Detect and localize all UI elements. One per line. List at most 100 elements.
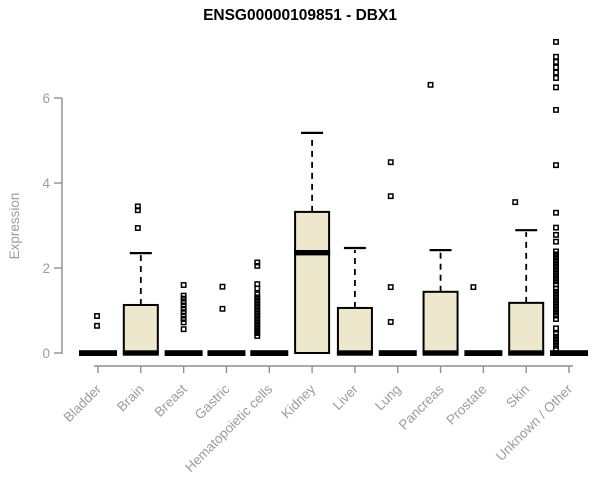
outlier-point xyxy=(180,282,187,288)
outlier-point xyxy=(254,330,261,336)
boxplot-box xyxy=(508,301,545,355)
outlier-point xyxy=(180,312,187,319)
outlier-point xyxy=(553,266,559,273)
outlier-point xyxy=(180,292,187,299)
outlier-point xyxy=(553,38,559,45)
outlier-point xyxy=(254,297,261,304)
x-axis-label: Skin xyxy=(503,382,532,411)
boxplot-box xyxy=(422,290,459,354)
y-axis-tick-label: 2 xyxy=(42,261,50,276)
chart-title: ENSG00000109851 - DBX1 xyxy=(203,7,397,24)
outlier-point xyxy=(254,306,261,313)
outlier-point xyxy=(180,302,187,309)
outlier-point xyxy=(180,316,187,322)
outlier-point xyxy=(254,315,261,322)
outlier-point xyxy=(254,291,261,298)
outlier-point xyxy=(254,300,261,307)
outlier-point xyxy=(94,322,100,329)
boxplot-collapsed-box xyxy=(464,350,503,356)
outlier-point xyxy=(553,333,559,340)
outlier-point xyxy=(553,254,559,261)
boxplot-collapsed-box xyxy=(207,350,246,356)
outlier-point xyxy=(180,299,187,305)
outlier-point xyxy=(553,209,559,216)
outlier-point xyxy=(553,309,559,316)
outlier-point xyxy=(553,84,559,91)
outlier-point xyxy=(427,81,434,88)
outlier-point xyxy=(387,159,394,166)
outlier-point xyxy=(134,225,141,232)
outlier-point xyxy=(254,327,261,334)
x-axis-label: Gastric xyxy=(192,381,233,422)
outlier-point xyxy=(553,294,559,301)
boxplot-box xyxy=(122,303,159,355)
outlier-point xyxy=(553,275,559,282)
outlier-point xyxy=(254,324,261,331)
x-axis-label: Pancreas xyxy=(396,381,447,432)
boxplot-collapsed-box xyxy=(164,350,203,356)
outlier-point xyxy=(553,291,559,298)
outlier-point xyxy=(553,312,559,319)
outlier-point xyxy=(553,53,559,60)
outlier-point xyxy=(553,345,559,352)
outlier-point xyxy=(94,313,100,319)
outlier-point xyxy=(553,300,559,307)
outlier-point xyxy=(553,224,559,231)
outlier-point xyxy=(553,263,559,270)
outlier-point xyxy=(553,251,559,258)
outlier-point xyxy=(553,257,559,264)
boxplot-median xyxy=(422,350,459,356)
outlier-point xyxy=(219,305,226,312)
x-axis-label: Unknown / Other xyxy=(493,381,576,464)
outlier-point xyxy=(553,316,559,322)
outlier-point xyxy=(553,278,559,285)
outlier-point xyxy=(553,231,559,238)
x-axis-label: Prostate xyxy=(443,382,489,428)
outlier-point xyxy=(553,285,559,292)
outlier-point xyxy=(254,333,261,339)
x-axis-label: Kidney xyxy=(278,381,318,421)
boxplot-collapsed-box xyxy=(550,350,589,356)
outlier-point xyxy=(553,260,559,267)
outlier-point xyxy=(553,288,559,295)
y-axis-tick-label: 6 xyxy=(42,91,50,106)
outlier-point xyxy=(219,283,226,290)
outlier-point xyxy=(553,106,559,113)
boxplot-median xyxy=(508,350,545,356)
outlier-point xyxy=(180,326,187,333)
x-axis-label: Breast xyxy=(152,381,190,419)
outlier-point xyxy=(553,269,559,276)
boxplot-collapsed-box xyxy=(378,350,417,356)
outlier-point xyxy=(180,305,187,312)
outlier-point xyxy=(553,325,559,332)
outlier-point xyxy=(553,238,559,245)
outlier-point xyxy=(553,336,559,343)
y-axis-tick-label: 0 xyxy=(42,346,50,361)
outlier-point xyxy=(553,339,559,346)
outlier-point xyxy=(553,297,559,304)
outlier-point xyxy=(553,281,559,288)
boxplot-median xyxy=(336,350,373,356)
outlier-point xyxy=(254,318,261,325)
outlier-point xyxy=(180,319,187,326)
boxplot-box xyxy=(336,306,373,355)
outlier-point xyxy=(387,284,394,291)
boxplot-box xyxy=(294,210,331,354)
outlier-point xyxy=(553,330,559,337)
x-axis-label: Lung xyxy=(372,382,404,414)
outlier-point xyxy=(553,306,559,313)
outlier-point xyxy=(254,309,261,316)
outlier-point xyxy=(553,58,559,65)
boxplot-collapsed-box xyxy=(250,350,289,356)
outlier-point xyxy=(134,203,141,210)
boxplot-collapsed-box xyxy=(79,350,117,356)
outlier-point xyxy=(254,303,261,310)
x-axis-label: Brain xyxy=(114,382,147,415)
outlier-point xyxy=(180,295,187,302)
outlier-point xyxy=(254,262,261,269)
outlier-point xyxy=(553,303,559,310)
outlier-point xyxy=(512,199,519,206)
outlier-point xyxy=(553,69,559,76)
